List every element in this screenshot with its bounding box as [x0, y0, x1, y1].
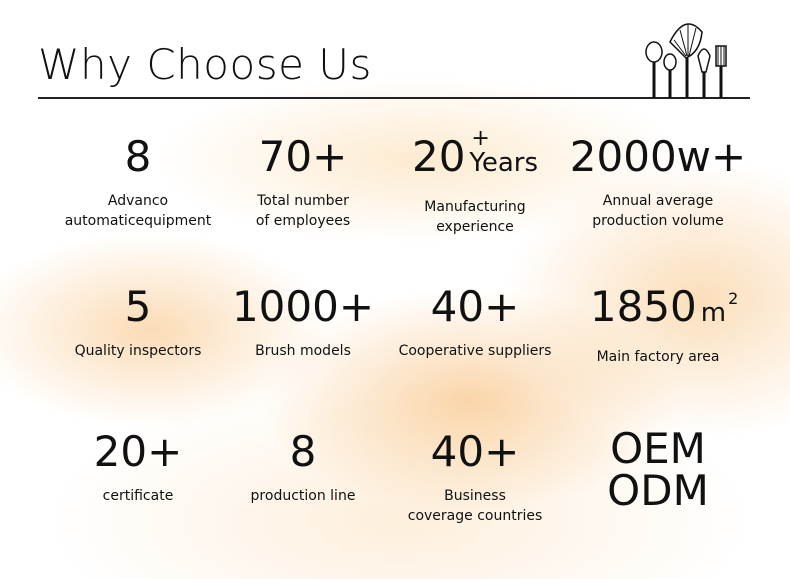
stat-number: 5: [124, 282, 152, 331]
stat-label-line: experience: [436, 219, 514, 235]
stat-label: Manufacturing experience: [375, 197, 575, 237]
stat-label: production line: [203, 486, 403, 506]
stat-item: OEM ODM: [558, 428, 758, 512]
stat-label-line: production volume: [592, 213, 724, 229]
stat-label: Annual average production volume: [558, 191, 758, 231]
stat-label: Brush models: [203, 341, 403, 361]
stat-number: 1000+: [231, 282, 375, 331]
stat-item: 20+ certificate: [38, 428, 238, 506]
stat-value: 20 Years +: [375, 126, 575, 187]
stat-label: Cooperative suppliers: [375, 341, 575, 361]
stat-number: 70+: [258, 132, 348, 181]
stat-value: 20+: [38, 428, 238, 476]
stat-number: 40+: [430, 427, 520, 476]
stat-value: 2000w+: [558, 133, 758, 181]
stat-value: 40+: [375, 283, 575, 331]
stat-sup: 2: [728, 289, 739, 308]
stat-value: 70+: [203, 133, 403, 181]
stat-label-line: Business: [444, 488, 506, 504]
title: Why Choose Us: [38, 40, 372, 89]
stat-value-line: ODM: [607, 466, 709, 515]
stat-label-line: Brush models: [255, 343, 351, 359]
stat-value: 5: [38, 283, 238, 331]
stat-label-line: coverage countries: [407, 508, 543, 524]
stat-item: 20 Years + Manufacturing experience: [375, 126, 575, 237]
stat-item: 70+ Total number of employees: [203, 133, 403, 231]
stat-unit: m: [700, 298, 727, 328]
stat-label: Advanco automaticequipment: [38, 191, 238, 231]
stat-item: 40+ Business coverage countries: [375, 428, 575, 526]
stat-label: Total number of employees: [203, 191, 403, 231]
stat-label-line: of employees: [255, 213, 351, 229]
stat-number: 1850: [589, 282, 697, 331]
stat-number: 8: [289, 427, 317, 476]
stat-item: 8 Advanco automaticequipment: [38, 133, 238, 231]
brush-icon: [645, 23, 727, 98]
stat-label-line: Cooperative suppliers: [398, 343, 552, 359]
stat-label: Business coverage countries: [375, 486, 575, 526]
stat-label-line: Manufacturing: [424, 199, 526, 215]
stat-value: 1850 m 2: [558, 283, 758, 337]
stat-number: 8: [124, 132, 152, 181]
stat-item: 1000+ Brush models: [203, 283, 403, 361]
stat-number: 20: [411, 132, 466, 181]
stat-label-line: Quality inspectors: [74, 343, 202, 359]
stat-item: 8 production line: [203, 428, 403, 506]
stat-value: 1000+: [203, 283, 403, 331]
stat-item: 2000w+ Annual average production volume: [558, 133, 758, 231]
stat-value: 8: [38, 133, 238, 181]
stat-value: 40+: [375, 428, 575, 476]
stat-label-line: Total number: [257, 193, 349, 209]
stat-label-line: Annual average: [602, 193, 714, 209]
stat-sup: +: [471, 126, 490, 151]
stat-number: 20+: [93, 427, 183, 476]
stat-label-line: automaticequipment: [64, 213, 212, 229]
stat-item: 1850 m 2 Main factory area: [558, 283, 758, 367]
stat-label-line: Advanco: [107, 193, 169, 209]
stat-unit-group: Years +: [469, 126, 539, 187]
stat-item: 40+ Cooperative suppliers: [375, 283, 575, 361]
stat-value: 8: [203, 428, 403, 476]
stat-number: 40+: [430, 282, 520, 331]
stat-label-line: certificate: [102, 488, 174, 504]
stat-label: certificate: [38, 486, 238, 506]
stat-label: Quality inspectors: [38, 341, 238, 361]
title-rule: [38, 97, 750, 99]
stat-label-line: production line: [250, 488, 356, 504]
stat-label: Main factory area: [558, 347, 758, 367]
stat-item: 5 Quality inspectors: [38, 283, 238, 361]
stat-value-line: OEM: [610, 424, 706, 473]
stat-value: OEM ODM: [558, 428, 758, 512]
stat-unit: Years: [469, 148, 539, 178]
stat-label-line: Main factory area: [596, 349, 720, 365]
stat-number: 2000w+: [569, 132, 747, 181]
